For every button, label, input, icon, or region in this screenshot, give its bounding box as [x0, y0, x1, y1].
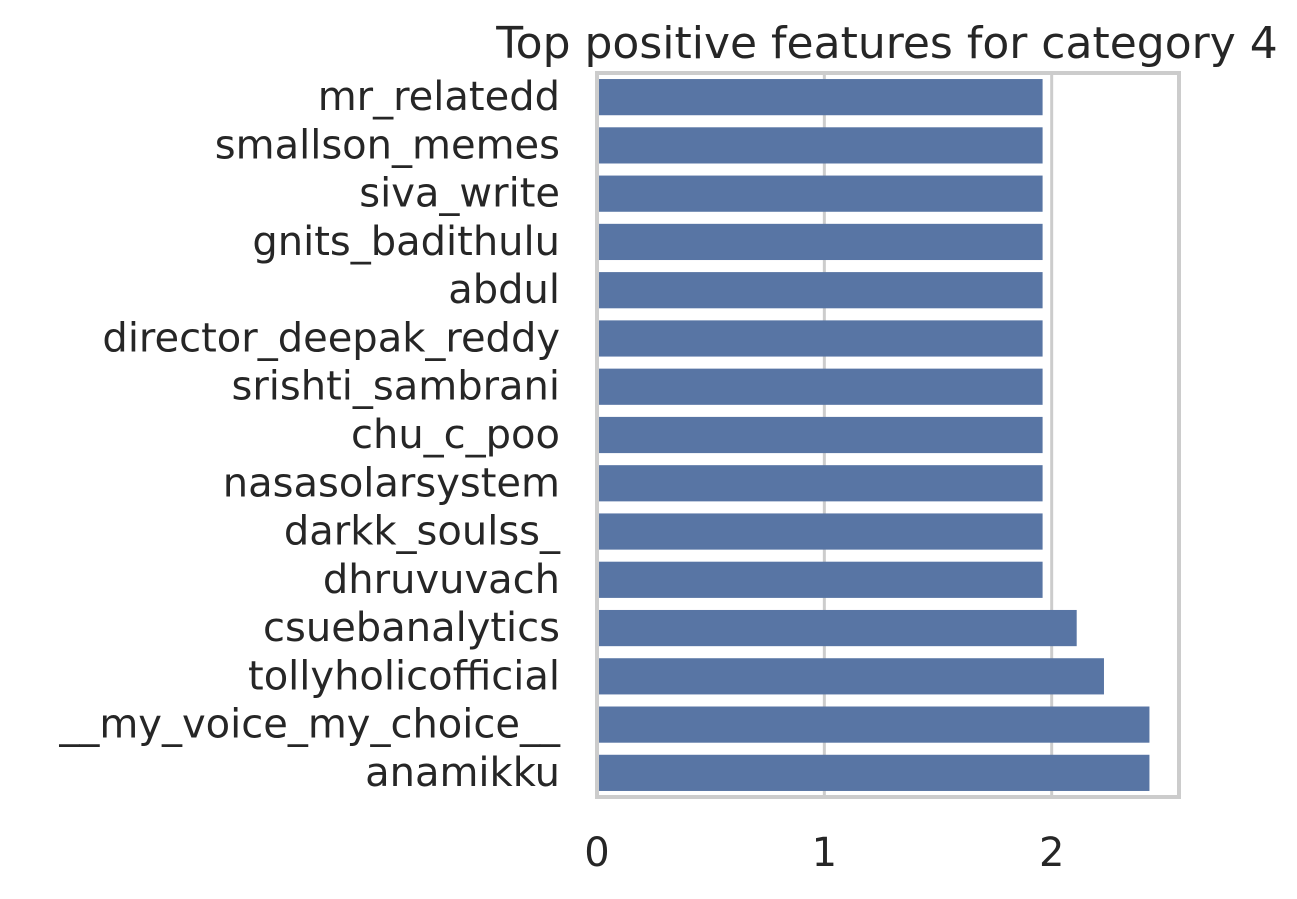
y-tick-label: siva_write	[359, 171, 560, 217]
y-tick-label: smallson_memes	[215, 122, 560, 168]
x-tick-label: 1	[812, 830, 837, 876]
bars	[597, 79, 1150, 791]
bar-13	[597, 706, 1150, 743]
y-tick-label: dhruvuvach	[323, 557, 560, 603]
y-tick-label: tollyholicofficial	[248, 653, 560, 699]
y-tick-labels: mr_relateddsmallson_memessiva_writegnits…	[58, 74, 561, 796]
bar-9	[597, 513, 1043, 550]
y-tick-label: anamikku	[365, 750, 560, 796]
y-tick-label: srishti_sambrani	[231, 364, 560, 410]
y-tick-label: gnits_badithulu	[252, 219, 560, 265]
x-tick-labels: 0 1 2	[584, 830, 1064, 876]
y-tick-label: chu_c_poo	[351, 412, 560, 458]
bar-10	[597, 561, 1043, 598]
y-tick-label: director_deepak_reddy	[102, 315, 560, 361]
bar-4	[597, 272, 1043, 309]
bar-1	[597, 127, 1043, 164]
bar-11	[597, 609, 1077, 647]
y-tick-label: darkk_soulss_	[284, 509, 561, 555]
bar-7	[597, 416, 1043, 454]
bar-8	[597, 465, 1043, 502]
bar-6	[597, 368, 1043, 405]
y-tick-label: nasasolarsystem	[223, 460, 560, 506]
chart-title: Top positive features for category 4	[495, 18, 1278, 69]
bar-3	[597, 223, 1043, 261]
plot-area-frame	[595, 71, 1181, 799]
bar-0	[597, 79, 1043, 116]
x-tick-label: 2	[1039, 830, 1064, 876]
y-tick-label: __my_voice_my_choice__	[58, 702, 561, 748]
bar-2	[597, 175, 1043, 212]
x-tick-label: 0	[584, 830, 609, 876]
y-tick-label: abdul	[448, 267, 560, 313]
bar-5	[597, 320, 1043, 357]
bar-14	[597, 754, 1150, 791]
bar-12	[597, 658, 1104, 695]
y-tick-label: mr_relatedd	[318, 74, 560, 120]
y-tick-label: csuebanalytics	[263, 605, 560, 651]
